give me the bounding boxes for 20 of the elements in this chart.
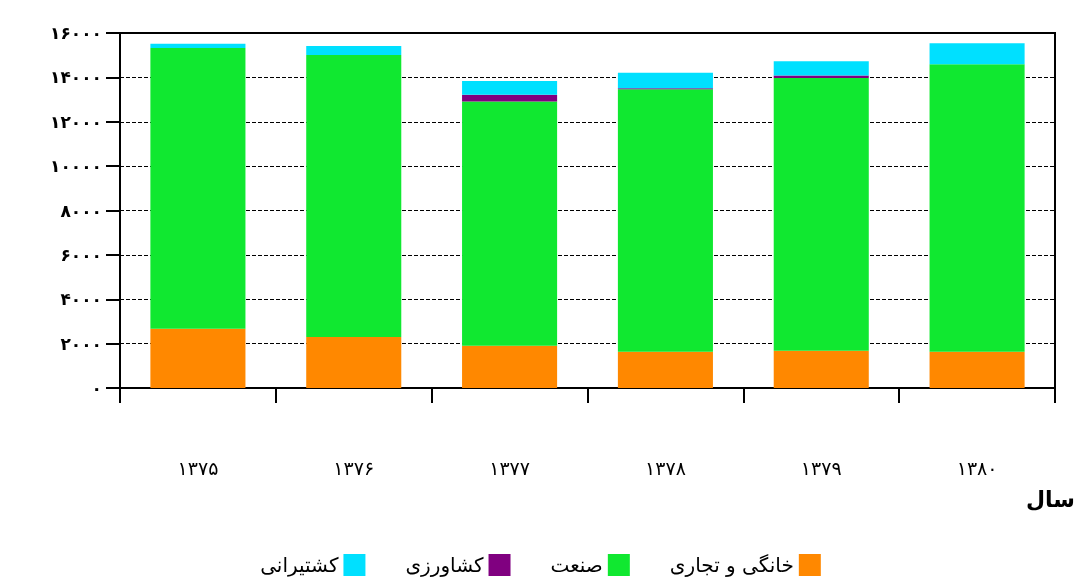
x-tick-label: ۱۳۷۹ — [800, 456, 842, 479]
x-tick-label: ۱۳۷۵ — [177, 456, 219, 479]
y-tick-label: ۱۲۰۰۰ — [50, 111, 102, 132]
y-tick-label: ۸۰۰۰ — [60, 200, 102, 221]
y-tick-label: ۱۴۰۰۰ — [50, 67, 102, 88]
y-tick-label: ۲۰۰۰ — [60, 333, 102, 354]
legend-label: خانگی و تجاری — [669, 553, 794, 577]
legend-label: کشاورزی — [405, 553, 484, 577]
x-axis-title: سال — [1026, 486, 1075, 512]
x-tick-label: ۱۳۸۰ — [956, 456, 998, 479]
x-tick-label: ۱۳۷۶ — [333, 456, 375, 479]
legend-label: کشتیرانی — [260, 553, 339, 577]
y-tick-label: ۶۰۰۰ — [60, 244, 102, 265]
y-tick-label: ۰ — [91, 378, 102, 398]
x-tick-label: ۱۳۷۸ — [645, 456, 686, 479]
y-tick-label: ۴۰۰۰ — [60, 289, 102, 310]
legend-label: صنعت — [550, 553, 603, 577]
y-tick-label: ۱۰۰۰۰ — [50, 156, 102, 177]
x-tick-label: ۱۳۷۷ — [489, 456, 530, 479]
y-tick-label: ۱۶۰۰۰ — [50, 23, 102, 43]
